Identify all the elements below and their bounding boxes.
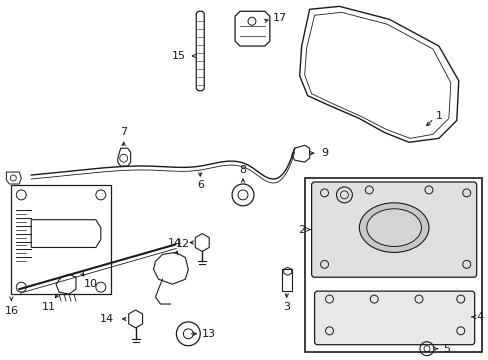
Text: 4: 4 [475,312,482,322]
Text: 16: 16 [4,306,18,316]
Bar [11,185,111,294]
Text: 14: 14 [100,314,114,324]
Text: 11: 11 [42,302,56,312]
Text: 1: 1 [434,111,442,121]
Text: 5: 5 [443,344,449,354]
Text: 3: 3 [283,302,290,312]
Text: 6: 6 [196,180,203,190]
Text: 10: 10 [84,279,98,289]
Ellipse shape [359,203,428,252]
Text: 7: 7 [120,127,127,138]
Text: 2: 2 [298,225,305,235]
Text: 8: 8 [239,165,246,175]
Text: 14: 14 [167,238,181,248]
Text: 12: 12 [176,239,190,248]
Text: 9: 9 [320,148,327,158]
Text: 15: 15 [171,51,185,61]
Ellipse shape [366,209,421,247]
Bar [281,269,291,291]
FancyBboxPatch shape [314,291,474,345]
FancyBboxPatch shape [311,182,476,277]
Text: 17: 17 [272,13,286,23]
Text: 13: 13 [202,329,216,339]
Bar [304,178,481,352]
